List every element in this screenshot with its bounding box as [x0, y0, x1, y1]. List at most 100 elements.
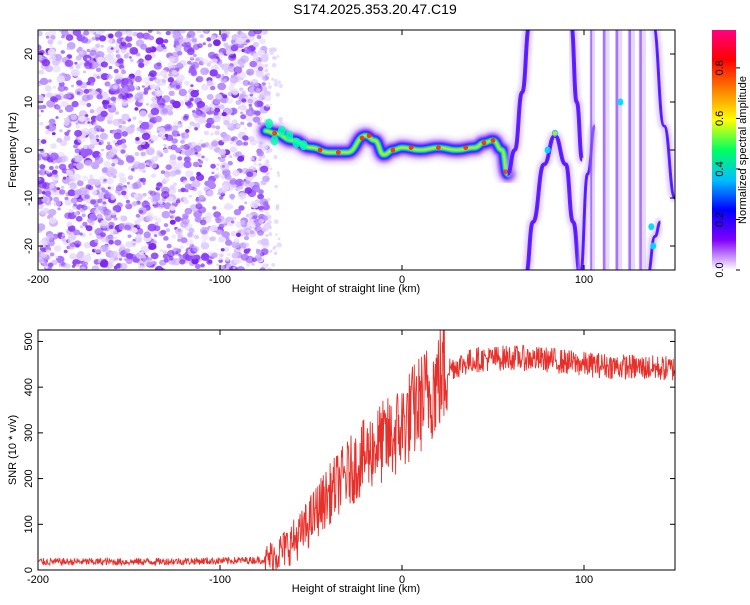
- noise-blob: [140, 177, 147, 183]
- noise-blob: [160, 170, 166, 175]
- alias-band-core: [615, 30, 619, 270]
- noise-blob: [263, 94, 272, 102]
- noise-blob: [63, 135, 71, 142]
- noise-blob: [142, 182, 146, 185]
- noise-field: [38, 30, 284, 270]
- noise-blob: [93, 179, 101, 186]
- noise-blob: [153, 62, 162, 70]
- noise-blob: [89, 109, 95, 114]
- noise-blob: [194, 263, 201, 269]
- noise-blob: [180, 237, 188, 244]
- noise-blob: [128, 56, 132, 59]
- noise-blob: [61, 155, 69, 162]
- noise-blob: [238, 192, 247, 200]
- x-tick-label: -100: [209, 574, 231, 586]
- noise-blob: [213, 64, 217, 67]
- noise-blob: [152, 100, 158, 105]
- noise-blob: [192, 187, 198, 192]
- noise-blob: [50, 143, 57, 149]
- noise-blob: [150, 107, 160, 116]
- noise-blob: [257, 193, 264, 200]
- noise-blob: [169, 170, 177, 177]
- noise-blob: [64, 212, 72, 219]
- noise-blob: [41, 260, 48, 266]
- noise-blob: [100, 219, 108, 227]
- noise-blob: [210, 236, 217, 242]
- noise-blob: [63, 86, 67, 89]
- noise-blob: [50, 174, 60, 182]
- noise-blob: [200, 67, 210, 76]
- noise-blob: [64, 198, 73, 206]
- noise-blob: [104, 81, 111, 87]
- noise-blob: [79, 225, 84, 229]
- ridge-peak: [490, 138, 496, 143]
- noise-blob: [231, 89, 239, 96]
- noise-blob: [55, 255, 59, 259]
- noise-blob: [82, 221, 88, 227]
- noise-blob: [265, 103, 270, 108]
- noise-blob: [218, 104, 225, 110]
- noise-blob: [92, 58, 96, 61]
- ridge-peak: [408, 145, 414, 151]
- noise-blob: [189, 97, 194, 102]
- noise-blob: [221, 73, 225, 77]
- noise-blob: [264, 68, 269, 73]
- noise-blob: [188, 72, 192, 76]
- noise-blob: [188, 227, 195, 234]
- noise-blob: [255, 71, 264, 79]
- noise-blob: [84, 159, 93, 167]
- noise-blob: [267, 72, 271, 76]
- noise-blob: [255, 249, 263, 255]
- noise-blob: [42, 247, 46, 251]
- noise-blob: [183, 179, 189, 185]
- noise-blob: [242, 79, 250, 86]
- noise-blob: [88, 135, 94, 139]
- noise-blob: [187, 30, 196, 38]
- noise-blob: [107, 52, 115, 59]
- noise-blob: [184, 149, 193, 157]
- noise-blob: [124, 224, 132, 231]
- noise-blob: [108, 224, 114, 230]
- noise-blob: [95, 51, 105, 59]
- noise-blob: [224, 202, 233, 210]
- noise-blob: [156, 130, 160, 133]
- noise-blob: [201, 233, 210, 241]
- noise-blob: [161, 267, 165, 270]
- noise-blob: [68, 163, 75, 170]
- noise-blob: [249, 60, 257, 68]
- noise-blob: [199, 34, 204, 39]
- noise-blob: [240, 253, 249, 261]
- noise-blob: [112, 118, 121, 126]
- noise-blob: [226, 98, 234, 104]
- noise-blob: [234, 258, 240, 264]
- noise-blob: [165, 30, 171, 36]
- noise-blob: [230, 230, 238, 237]
- noise-blob: [161, 108, 168, 114]
- noise-blob: [140, 245, 149, 253]
- spectrogram-y-ticks: -20 -10 0 10 20: [23, 48, 675, 254]
- noise-blob: [159, 248, 164, 253]
- noise-blob: [101, 167, 109, 173]
- noise-blob: [46, 249, 51, 254]
- alias-band: [627, 30, 635, 270]
- x-tick-label: 0: [399, 574, 405, 586]
- noise-blob: [59, 129, 63, 133]
- noise-blob: [61, 35, 65, 39]
- noise-blob: [38, 181, 47, 189]
- noise-blob: [60, 50, 65, 54]
- noise-blob: [138, 58, 144, 64]
- noise-blob: [175, 84, 181, 89]
- alias-band-core: [590, 30, 593, 270]
- noise-blob: [249, 93, 254, 97]
- spectrogram-x-label: Height of straight line (km): [292, 283, 420, 295]
- noise-blob: [38, 139, 42, 145]
- alias-arc-edge-core: [654, 30, 675, 199]
- noise-blob: [58, 163, 67, 171]
- noise-blob: [219, 253, 224, 258]
- noise-blob: [267, 267, 272, 270]
- noise-blob: [100, 110, 108, 118]
- noise-blob: [265, 159, 270, 164]
- colorbar-tick-label: 0.4: [714, 161, 726, 176]
- noise-blob: [183, 161, 192, 169]
- noise-blob: [125, 241, 133, 248]
